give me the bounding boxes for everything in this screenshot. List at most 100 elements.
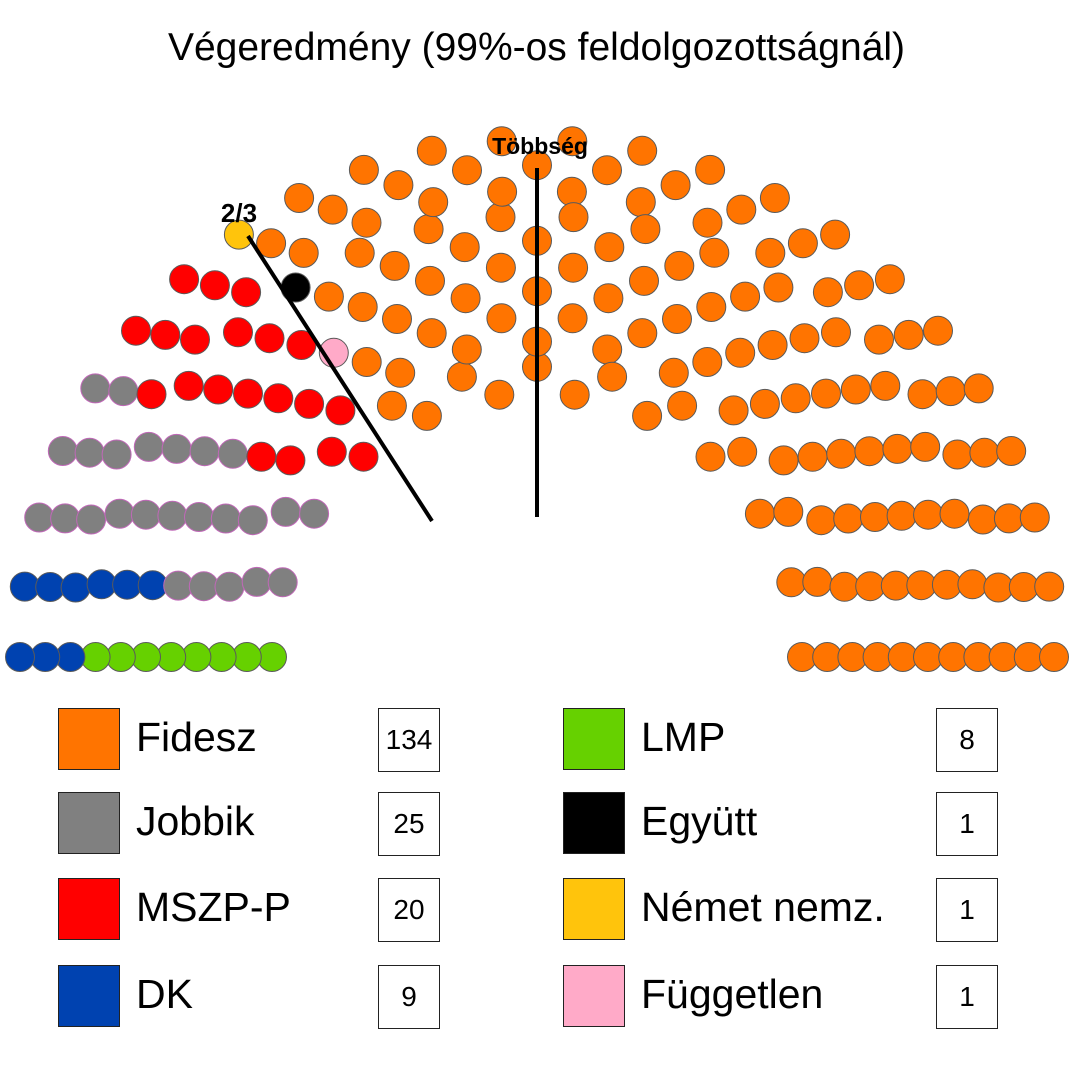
seat-fidesz bbox=[806, 505, 837, 536]
seat-fidesz bbox=[446, 361, 477, 392]
seat-count-egy-tt: 1 bbox=[936, 792, 998, 856]
seat-fidesz bbox=[313, 281, 344, 312]
seat-fidesz bbox=[1034, 571, 1065, 602]
seat-jobbik bbox=[163, 570, 194, 601]
seat-fidesz bbox=[695, 154, 726, 185]
seat-fidesz bbox=[664, 250, 695, 281]
legend-swatch-n-met-nemz- bbox=[563, 878, 625, 940]
seat-mszp-p bbox=[316, 436, 347, 467]
seat-fidesz bbox=[594, 232, 625, 263]
seat-fidesz bbox=[695, 441, 726, 472]
seat-count-n-met-nemz-: 1 bbox=[936, 878, 998, 942]
seat-fidesz bbox=[692, 207, 723, 238]
seat-count-lmp: 8 bbox=[936, 708, 998, 772]
seat-jobbik bbox=[80, 373, 111, 404]
seat-group bbox=[5, 126, 1069, 672]
legend-item-mszp-p: MSZP-P 20 bbox=[58, 878, 442, 942]
seat-fidesz bbox=[749, 388, 780, 419]
seat-fidesz bbox=[882, 433, 913, 464]
seat-mszp-p bbox=[203, 374, 234, 405]
seat-fidesz bbox=[938, 642, 969, 672]
legend-label-lmp: LMP bbox=[641, 714, 726, 760]
legend-swatch-mszp-p bbox=[58, 878, 120, 940]
seat-mszp-p bbox=[263, 383, 294, 414]
seat-fidesz bbox=[484, 379, 515, 410]
legend-item-jobbik: Jobbik 25 bbox=[58, 792, 442, 856]
seat-fidesz bbox=[593, 283, 624, 314]
legend-swatch-egy-tt bbox=[563, 792, 625, 854]
seat-fidesz bbox=[913, 642, 943, 672]
seat-fidesz bbox=[592, 334, 623, 365]
seat-fidesz bbox=[969, 437, 1000, 468]
seat-mszp-p bbox=[233, 378, 263, 409]
seat-fidesz bbox=[789, 323, 820, 354]
seat-mszp-p bbox=[199, 270, 230, 301]
seat-fidesz bbox=[886, 500, 917, 531]
seat-fidesz bbox=[696, 292, 727, 322]
seat-mszp-p bbox=[275, 445, 306, 476]
seat-fidesz bbox=[452, 155, 482, 186]
legend-item-dk: DK 9 bbox=[58, 965, 442, 1029]
chart-title: Végeredmény (99%-os feldolgozottságnál) bbox=[167, 26, 906, 69]
seat-dk bbox=[112, 569, 143, 600]
seat-jobbik bbox=[130, 499, 161, 530]
legend-swatch-f-ggetlen bbox=[563, 965, 625, 1027]
seat-jobbik bbox=[74, 437, 105, 468]
seat-fidesz bbox=[625, 187, 656, 218]
seat-fidesz bbox=[776, 567, 807, 598]
seat-fidesz bbox=[864, 324, 894, 355]
legend-item-n-met-nemz-: Német nemz. 1 bbox=[563, 878, 1000, 942]
seat-fidesz bbox=[556, 176, 587, 207]
seat-fidesz bbox=[942, 439, 973, 470]
seat-fidesz bbox=[658, 357, 689, 388]
seat-fidesz bbox=[660, 170, 691, 201]
seat-fidesz bbox=[797, 441, 828, 472]
seat-fidesz bbox=[821, 317, 851, 348]
seat-count-dk: 9 bbox=[378, 965, 440, 1029]
seat-fidesz bbox=[755, 237, 786, 268]
seat-fidesz bbox=[812, 277, 843, 308]
seat-dk bbox=[137, 570, 168, 601]
seat-fidesz bbox=[376, 390, 407, 421]
seat-fidesz bbox=[757, 330, 788, 360]
seat-fidesz bbox=[1019, 502, 1050, 533]
seat-mszp-p bbox=[286, 330, 317, 360]
seat-fidesz bbox=[870, 370, 901, 401]
seat-fidesz bbox=[802, 566, 833, 597]
seat-mszp-p bbox=[169, 264, 200, 295]
seat-n-met-nemz- bbox=[223, 219, 254, 250]
seat-jobbik bbox=[101, 439, 132, 470]
seat-fidesz bbox=[983, 572, 1014, 603]
majority-label: Többség bbox=[492, 133, 588, 159]
seat-jobbik bbox=[299, 498, 330, 529]
seat-fidesz bbox=[667, 390, 698, 421]
two-thirds-line bbox=[246, 234, 434, 523]
seat-dk bbox=[30, 642, 61, 672]
seat-jobbik bbox=[184, 502, 214, 532]
legend-swatch-dk bbox=[58, 965, 120, 1027]
seat-fidesz bbox=[993, 503, 1024, 534]
seat-dk bbox=[9, 571, 40, 602]
seat-fidesz bbox=[416, 135, 447, 166]
seat-lmp bbox=[80, 642, 111, 672]
seat-fidesz bbox=[411, 400, 442, 431]
legend-swatch-fidesz bbox=[58, 708, 120, 770]
seat-lmp bbox=[181, 642, 212, 672]
seat-lmp bbox=[156, 642, 187, 672]
seat-jobbik bbox=[210, 503, 241, 534]
seat-fidesz bbox=[780, 383, 811, 414]
seat-fidesz bbox=[967, 504, 998, 535]
seat-dk bbox=[5, 642, 35, 672]
seat-fidesz bbox=[383, 170, 414, 201]
seat-fidesz bbox=[829, 571, 860, 602]
seat-fidesz bbox=[907, 379, 938, 410]
seat-fidesz bbox=[862, 642, 893, 672]
seat-fidesz bbox=[996, 436, 1027, 466]
legend-label-f-ggetlen: Független bbox=[641, 971, 824, 1017]
seat-jobbik bbox=[270, 496, 301, 527]
parliament-hemicycle: Többség 2/3 bbox=[5, 126, 1069, 672]
seat-fidesz bbox=[632, 400, 663, 431]
seat-mszp-p bbox=[294, 388, 325, 419]
legend-label-fidesz: Fidesz bbox=[136, 714, 257, 760]
seat-fidesz bbox=[1013, 642, 1044, 672]
